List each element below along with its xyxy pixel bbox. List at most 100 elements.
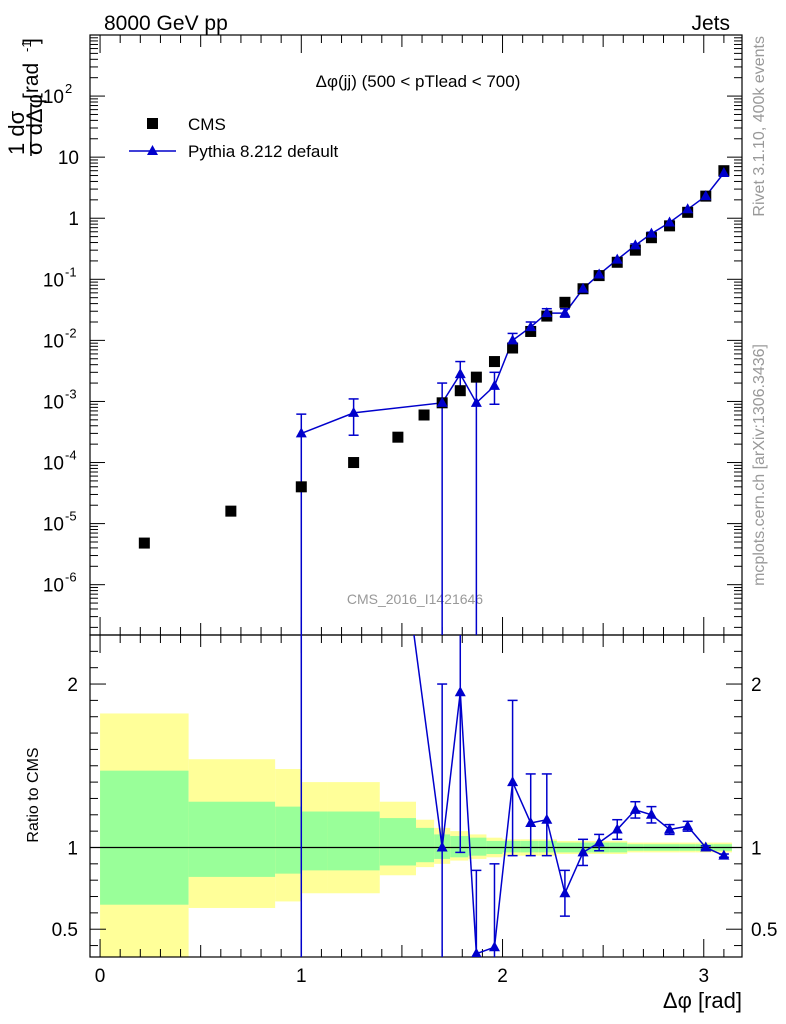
ratio-data-point bbox=[559, 887, 571, 898]
x-axis-label: Δφ [rad] bbox=[663, 988, 742, 1013]
cms-data-point bbox=[225, 505, 237, 517]
cms-data-point bbox=[348, 457, 360, 469]
ratio-clipped-group bbox=[300, 635, 730, 957]
band-inner-bin bbox=[100, 770, 189, 905]
band-inner-bin bbox=[450, 836, 469, 858]
ratio-y-tick-label-left: 1 bbox=[67, 838, 78, 859]
mc-data-point bbox=[348, 406, 360, 417]
mc-data-point bbox=[611, 253, 623, 264]
ratio-data-point bbox=[682, 820, 694, 831]
y-tick-label-exp: -3 bbox=[65, 386, 77, 401]
mc-data-point bbox=[295, 427, 307, 438]
band-inner-bin bbox=[275, 806, 302, 874]
cms-data-point bbox=[488, 356, 500, 368]
ratio-y-tick-label-left: 2 bbox=[67, 675, 78, 696]
mc-data-point bbox=[525, 321, 537, 332]
ratio-data-point bbox=[541, 813, 553, 824]
x-tick-label: 0 bbox=[95, 966, 106, 987]
y-tick-label-exp: 2 bbox=[65, 81, 72, 96]
band-inner-bin bbox=[327, 811, 380, 871]
ratio-y-tick-label-left: 0.5 bbox=[52, 920, 78, 941]
legend-cms-label: CMS bbox=[188, 115, 226, 134]
svg-text:-1: -1 bbox=[19, 40, 34, 52]
ratio-data-point bbox=[700, 841, 712, 852]
cms-data-point bbox=[629, 244, 641, 256]
y-axis-label-main: 1 dσ σ dΔφ [rad -1 ] bbox=[4, 38, 47, 156]
y-tick-label: 10 bbox=[43, 515, 64, 536]
header-right: Jets bbox=[691, 12, 730, 35]
cms-data-point bbox=[470, 371, 482, 383]
y-tick-label: 10 bbox=[43, 87, 64, 108]
band-inner-bin bbox=[538, 840, 557, 853]
cms-data-point bbox=[138, 537, 150, 549]
y-tick-label: 1 bbox=[68, 209, 79, 230]
ratio-data-point bbox=[645, 808, 657, 819]
band-inner-bin bbox=[301, 811, 328, 871]
legend: CMS Pythia 8.212 default bbox=[129, 115, 339, 161]
mc-data-point bbox=[700, 190, 712, 201]
cms-data-point bbox=[507, 342, 519, 354]
mc-data-point bbox=[718, 167, 730, 178]
ratio-data-point bbox=[525, 816, 537, 827]
mc-data-point bbox=[682, 203, 694, 214]
band-inner-bin bbox=[502, 840, 521, 853]
mc-data-point bbox=[454, 368, 466, 379]
band-inner-bin bbox=[188, 801, 276, 877]
svg-text:σ dΔφ: σ dΔφ bbox=[22, 94, 47, 155]
cms-data-point bbox=[559, 296, 571, 308]
mc-data-point bbox=[645, 227, 657, 238]
ratio-series-line bbox=[413, 635, 725, 955]
ratio-data-marks bbox=[300, 635, 730, 957]
mcplots-label: mcplots.cern.ch [arXiv:1306.3436] bbox=[751, 344, 768, 586]
ratio-data-point bbox=[664, 823, 676, 834]
y-tick-label-exp: -6 bbox=[65, 570, 77, 585]
ratio-data-point bbox=[718, 849, 730, 860]
band-inner-bin bbox=[416, 827, 435, 863]
ratio-data-point bbox=[593, 836, 605, 847]
y-tick-label-exp: -4 bbox=[65, 448, 77, 463]
mc-data-point bbox=[664, 216, 676, 227]
y-tick-label: 10 bbox=[43, 270, 64, 291]
header-left: 8000 GeV pp bbox=[104, 12, 228, 35]
ratio-y-tick-label-right: 2 bbox=[751, 675, 762, 696]
mc-data-point bbox=[577, 282, 589, 293]
mc-data-point bbox=[507, 334, 519, 345]
mc-series-line bbox=[301, 172, 725, 435]
ratio-data-point bbox=[471, 947, 482, 957]
y-tick-label-exp: -5 bbox=[65, 509, 77, 524]
mc-data-point bbox=[559, 307, 571, 318]
ratio-data-point bbox=[436, 841, 448, 852]
cms-data-point bbox=[418, 409, 430, 421]
y-tick-label: 10 bbox=[43, 576, 64, 597]
x-tick-label: 1 bbox=[296, 966, 307, 987]
x-tick-label: 2 bbox=[497, 966, 508, 987]
ratio-y-tick-label-right: 1 bbox=[751, 838, 762, 859]
cms-data-point bbox=[392, 431, 404, 443]
ratio-data-point bbox=[629, 803, 641, 814]
ratio-uncertainty-bands bbox=[100, 713, 732, 957]
svg-text:]: ] bbox=[20, 38, 43, 44]
band-inner-bin bbox=[468, 837, 487, 856]
ratio-data-point bbox=[454, 686, 466, 697]
mc-data-point bbox=[436, 396, 448, 407]
band-inner-bin bbox=[379, 818, 416, 866]
legend-mc-label: Pythia 8.212 default bbox=[188, 142, 339, 161]
svg-text:[rad: [rad bbox=[20, 63, 43, 99]
cms-data-point bbox=[525, 325, 537, 337]
mc-data-point bbox=[541, 307, 553, 318]
y-tick-label-exp: -1 bbox=[65, 264, 77, 279]
main-data-marks bbox=[138, 165, 730, 635]
x-tick-label: 3 bbox=[698, 966, 709, 987]
mc-data-point bbox=[593, 268, 605, 279]
mc-data-point bbox=[488, 379, 500, 390]
ratio-axes: 0.5 0.5 1 1 2 2 0 1 2 3 bbox=[52, 634, 777, 987]
y-axis-label-ratio: Ratio to CMS bbox=[25, 747, 42, 842]
watermark: CMS_2016_I1421646 bbox=[347, 591, 483, 607]
y-tick-label: 10 bbox=[43, 454, 64, 475]
rivet-label: Rivet 3.1.10, 400k events bbox=[751, 36, 768, 217]
y-tick-label: 10 bbox=[43, 392, 64, 413]
ratio-data-point bbox=[577, 846, 589, 857]
legend-cms-marker bbox=[147, 118, 158, 129]
